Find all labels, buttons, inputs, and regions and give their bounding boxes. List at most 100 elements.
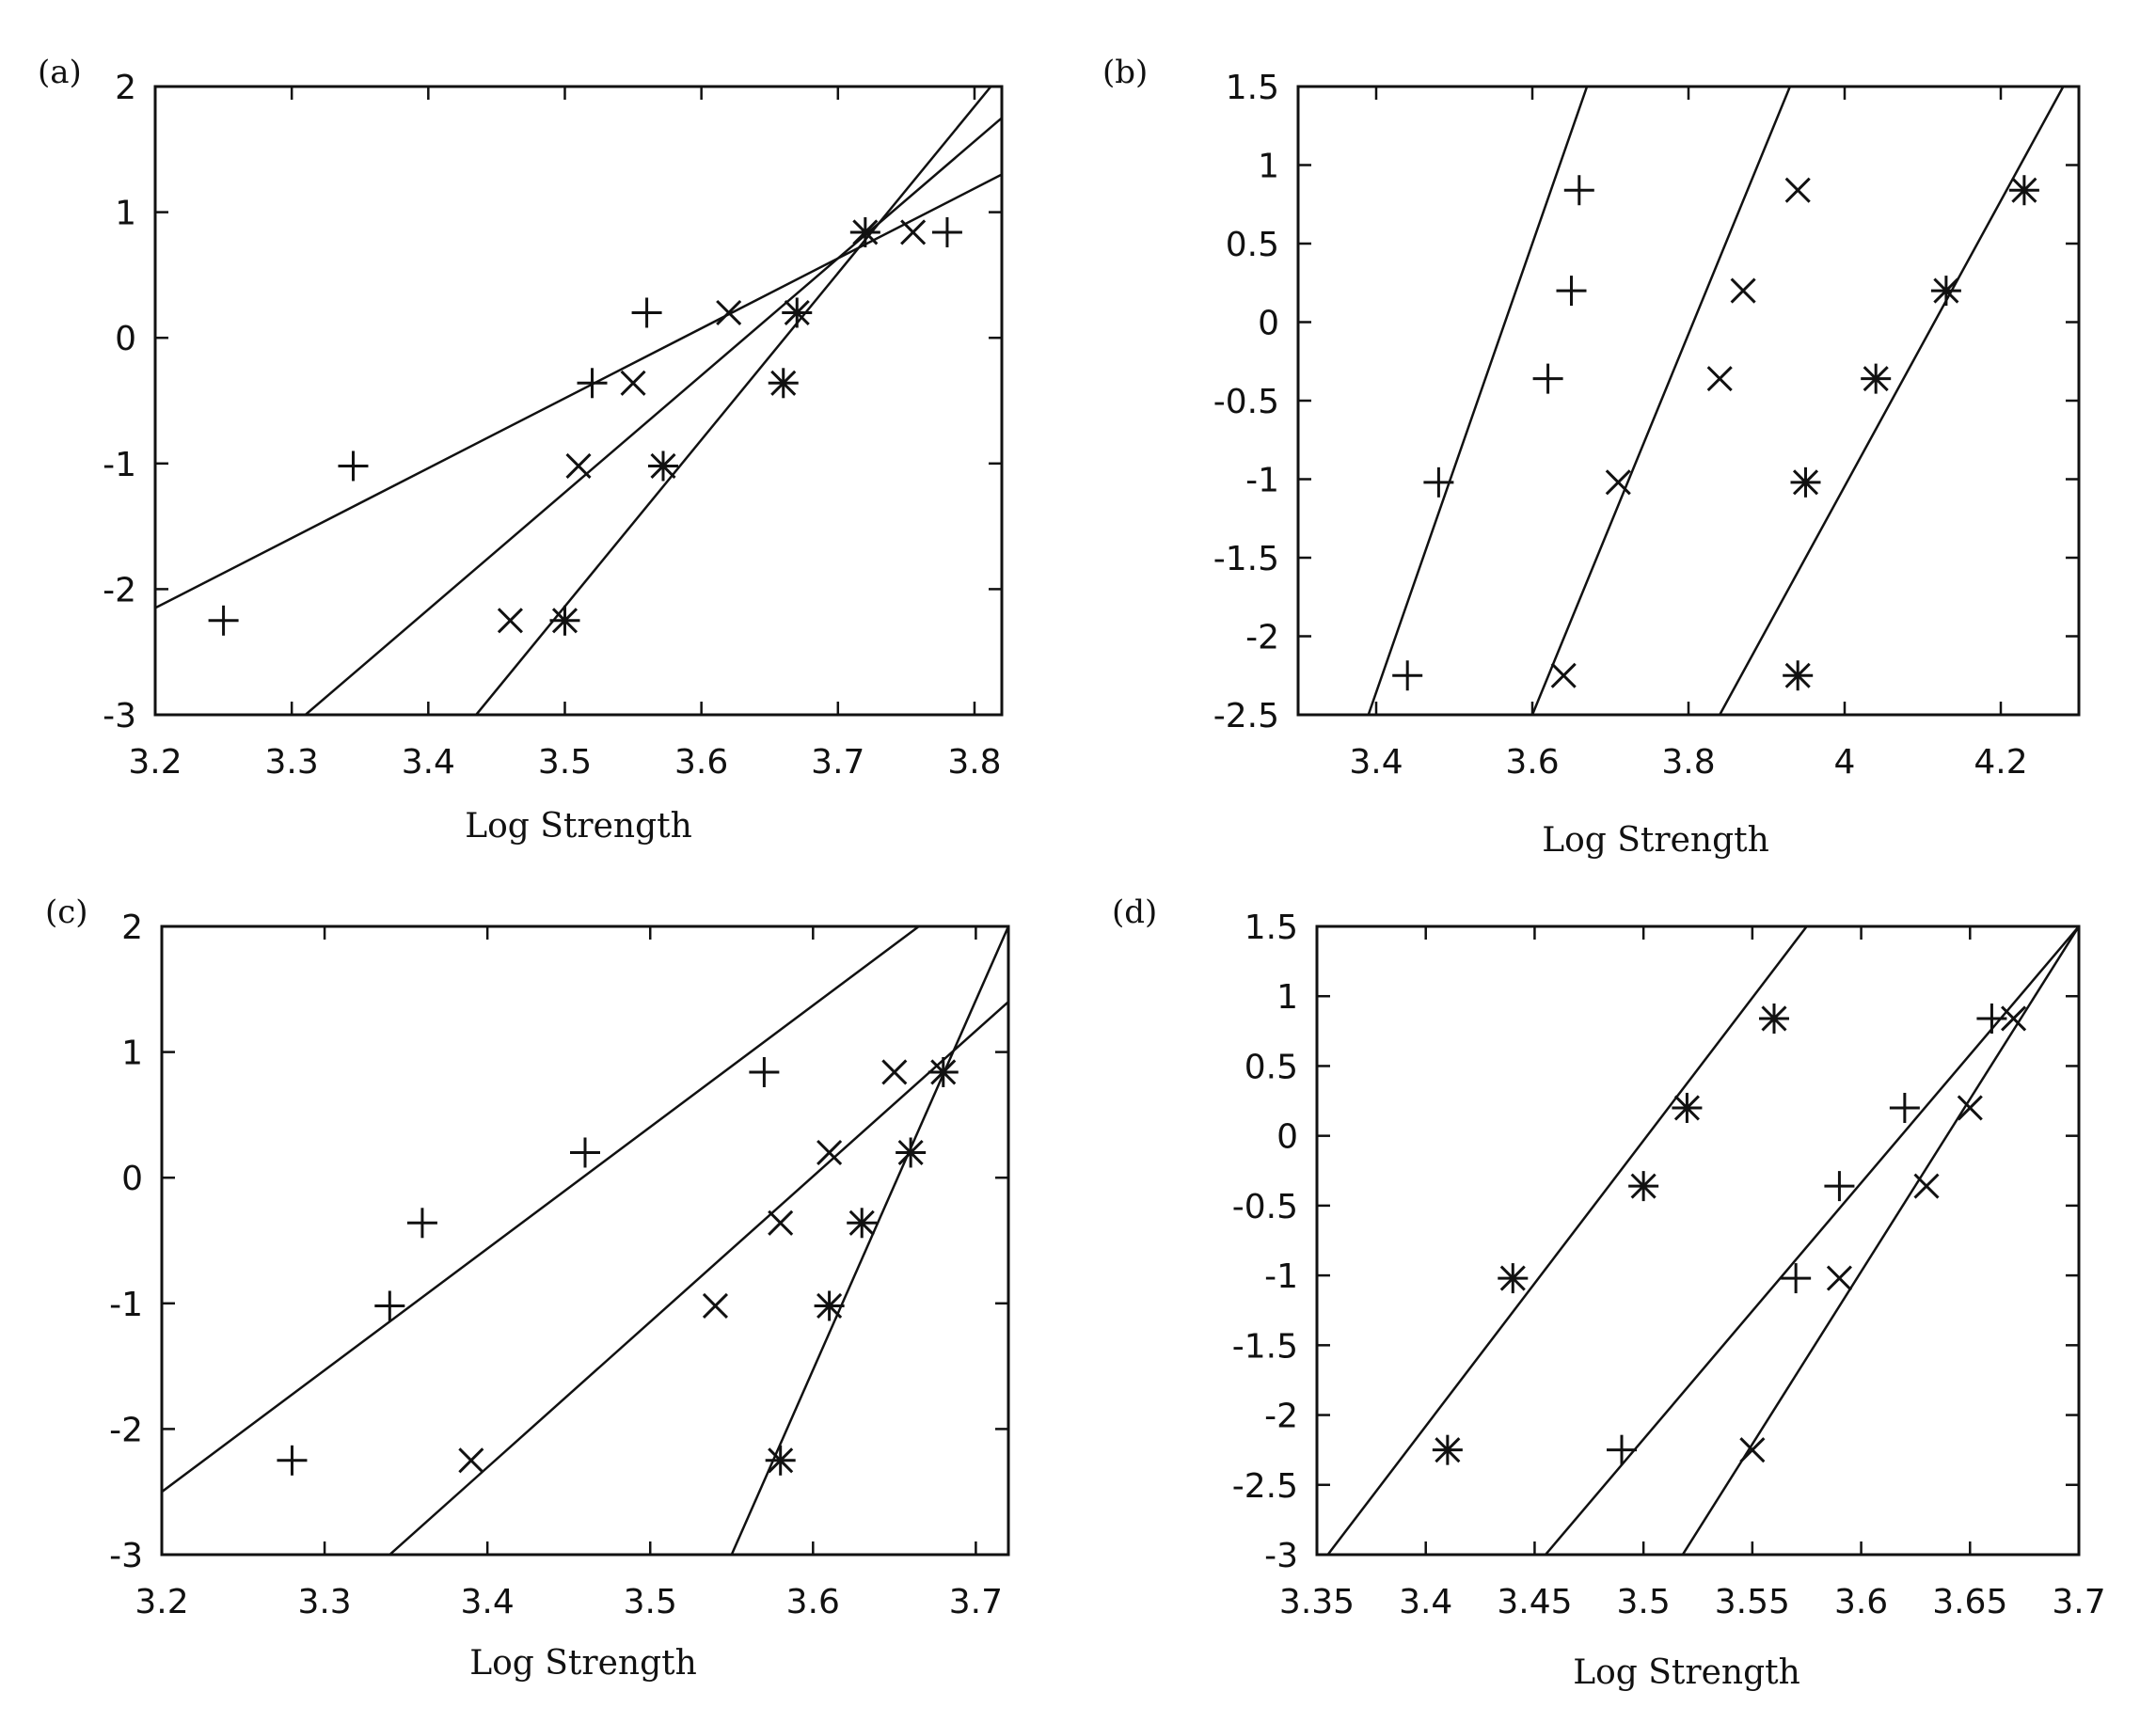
y-tick-label: 1.5: [1226, 69, 1279, 107]
point-cross: [1706, 366, 1733, 392]
point-asterisk: [2008, 175, 2039, 206]
plot-area: [162, 926, 1008, 1555]
y-tick-label: 0: [1258, 305, 1279, 343]
x-tick-label: 4.2: [1974, 743, 2027, 782]
fit-line-cross: [388, 1001, 1008, 1555]
y-tick-label: 2: [115, 69, 136, 107]
point-asterisk: [814, 1290, 845, 1321]
x-tick-label: 3.6: [786, 1583, 840, 1621]
point-asterisk: [927, 1056, 959, 1087]
point-asterisk: [1930, 276, 1961, 307]
y-tick-label: -0.5: [1232, 1188, 1298, 1226]
point-cross: [620, 370, 646, 396]
panel-label: (b): [1102, 54, 1148, 91]
point-plus: [1532, 363, 1563, 394]
x-axis-label: Log Strength: [1542, 821, 1769, 860]
y-tick-label: 0.5: [1226, 226, 1279, 264]
x-tick-label: 3.4: [1349, 743, 1403, 782]
point-asterisk: [782, 297, 813, 328]
point-plus: [631, 297, 662, 328]
point-asterisk: [847, 1208, 878, 1239]
panel-3: 3.35 3.4 3.45 3.5 3.55 3.6 3.65 3.7 1.5 1 0.5 0 -0.5…: [1112, 893, 2106, 1692]
y-tick-label: 0: [1276, 1118, 1298, 1157]
x-axis-label: Log Strength: [465, 807, 692, 846]
y-tick-label: -2.5: [1232, 1467, 1298, 1506]
fit-line-plus: [1545, 926, 2079, 1555]
point-asterisk: [1432, 1434, 1463, 1465]
point-cross: [2001, 1005, 2027, 1032]
point-plus: [277, 1445, 308, 1476]
y-tick-label: -1: [103, 446, 136, 484]
point-cross: [1739, 1437, 1766, 1463]
y-tick-label: -3: [103, 697, 136, 735]
fit-line-asterisk: [1719, 87, 2065, 715]
x-tick-label: 3.4: [461, 1583, 515, 1621]
point-asterisk: [765, 1445, 796, 1476]
x-tick-label: 3.55: [1715, 1583, 1790, 1621]
point-plus: [1423, 466, 1454, 498]
x-tick-label: 3.3: [265, 743, 319, 782]
point-asterisk: [648, 451, 678, 482]
y-tick-label: 2: [121, 909, 143, 947]
panel-0: 3.2 3.3 3.4 3.5 3.6 3.7 3.8 2 1 0 -1 -2 -3 (a) Log Str…: [38, 54, 1004, 846]
panel-label: (d): [1112, 893, 1157, 931]
point-asterisk: [1861, 363, 1892, 394]
y-tick-label: -1: [1245, 462, 1279, 500]
point-asterisk: [849, 216, 880, 247]
x-tick-label: 3.7: [811, 743, 864, 782]
point-asterisk: [1672, 1092, 1703, 1123]
point-asterisk: [1498, 1263, 1529, 1294]
point-cross: [497, 608, 523, 634]
x-tick-label: 3.6: [1834, 1583, 1888, 1621]
plot-area: [155, 87, 1002, 715]
y-tick-label: -2: [1245, 619, 1279, 657]
x-tick-label: 3.5: [1617, 1583, 1671, 1621]
y-tick-label: -2: [103, 571, 136, 609]
point-asterisk: [1628, 1171, 1659, 1202]
y-tick-label: -3: [109, 1537, 143, 1575]
y-tick-label: 1: [115, 195, 136, 233]
point-asterisk: [1759, 1003, 1789, 1034]
y-tick-label: 0: [121, 1160, 143, 1198]
point-plus: [374, 1290, 405, 1321]
point-cross: [1730, 277, 1756, 304]
point-plus: [749, 1056, 780, 1087]
point-plus: [1824, 1171, 1855, 1202]
panel-label: (a): [38, 54, 82, 91]
x-tick-label: 3.4: [402, 743, 455, 782]
point-cross: [1826, 1265, 1852, 1291]
fit-line-plus: [1367, 87, 1589, 715]
fit-line-cross: [1530, 87, 1792, 715]
x-tick-label: 3.3: [297, 1583, 351, 1621]
point-cross: [1550, 662, 1577, 688]
point-plus: [1976, 1003, 2007, 1034]
plot-frame: [1296, 85, 2081, 717]
point-asterisk: [1783, 660, 1814, 691]
y-tick-label: -0.5: [1213, 383, 1279, 421]
point-plus: [406, 1208, 437, 1239]
point-cross: [881, 1059, 908, 1085]
x-tick-label: 3.2: [135, 1583, 188, 1621]
point-plus: [931, 216, 962, 247]
x-axis-label: Log Strength: [1573, 1653, 1800, 1692]
plot-area: [1367, 87, 2065, 715]
point-asterisk: [896, 1137, 927, 1168]
point-cross: [816, 1139, 843, 1166]
point-cross: [702, 1292, 729, 1320]
x-tick-label: 3.6: [674, 743, 728, 782]
y-tick-label: 1.5: [1244, 909, 1298, 947]
point-plus: [1607, 1434, 1637, 1465]
plot-frame: [160, 925, 1010, 1557]
y-tick-label: -2: [109, 1411, 143, 1449]
plot-frame: [1315, 925, 2081, 1557]
point-plus: [570, 1137, 600, 1168]
y-tick-label: -1.5: [1213, 540, 1279, 578]
point-asterisk: [768, 368, 799, 399]
x-axis-label: Log Strength: [469, 1644, 697, 1683]
plot-area: [1326, 926, 2079, 1555]
point-cross: [1784, 177, 1811, 203]
plot-frame: [153, 85, 1004, 717]
point-cross: [768, 1209, 794, 1236]
y-tick-label: 1: [1276, 978, 1298, 1017]
